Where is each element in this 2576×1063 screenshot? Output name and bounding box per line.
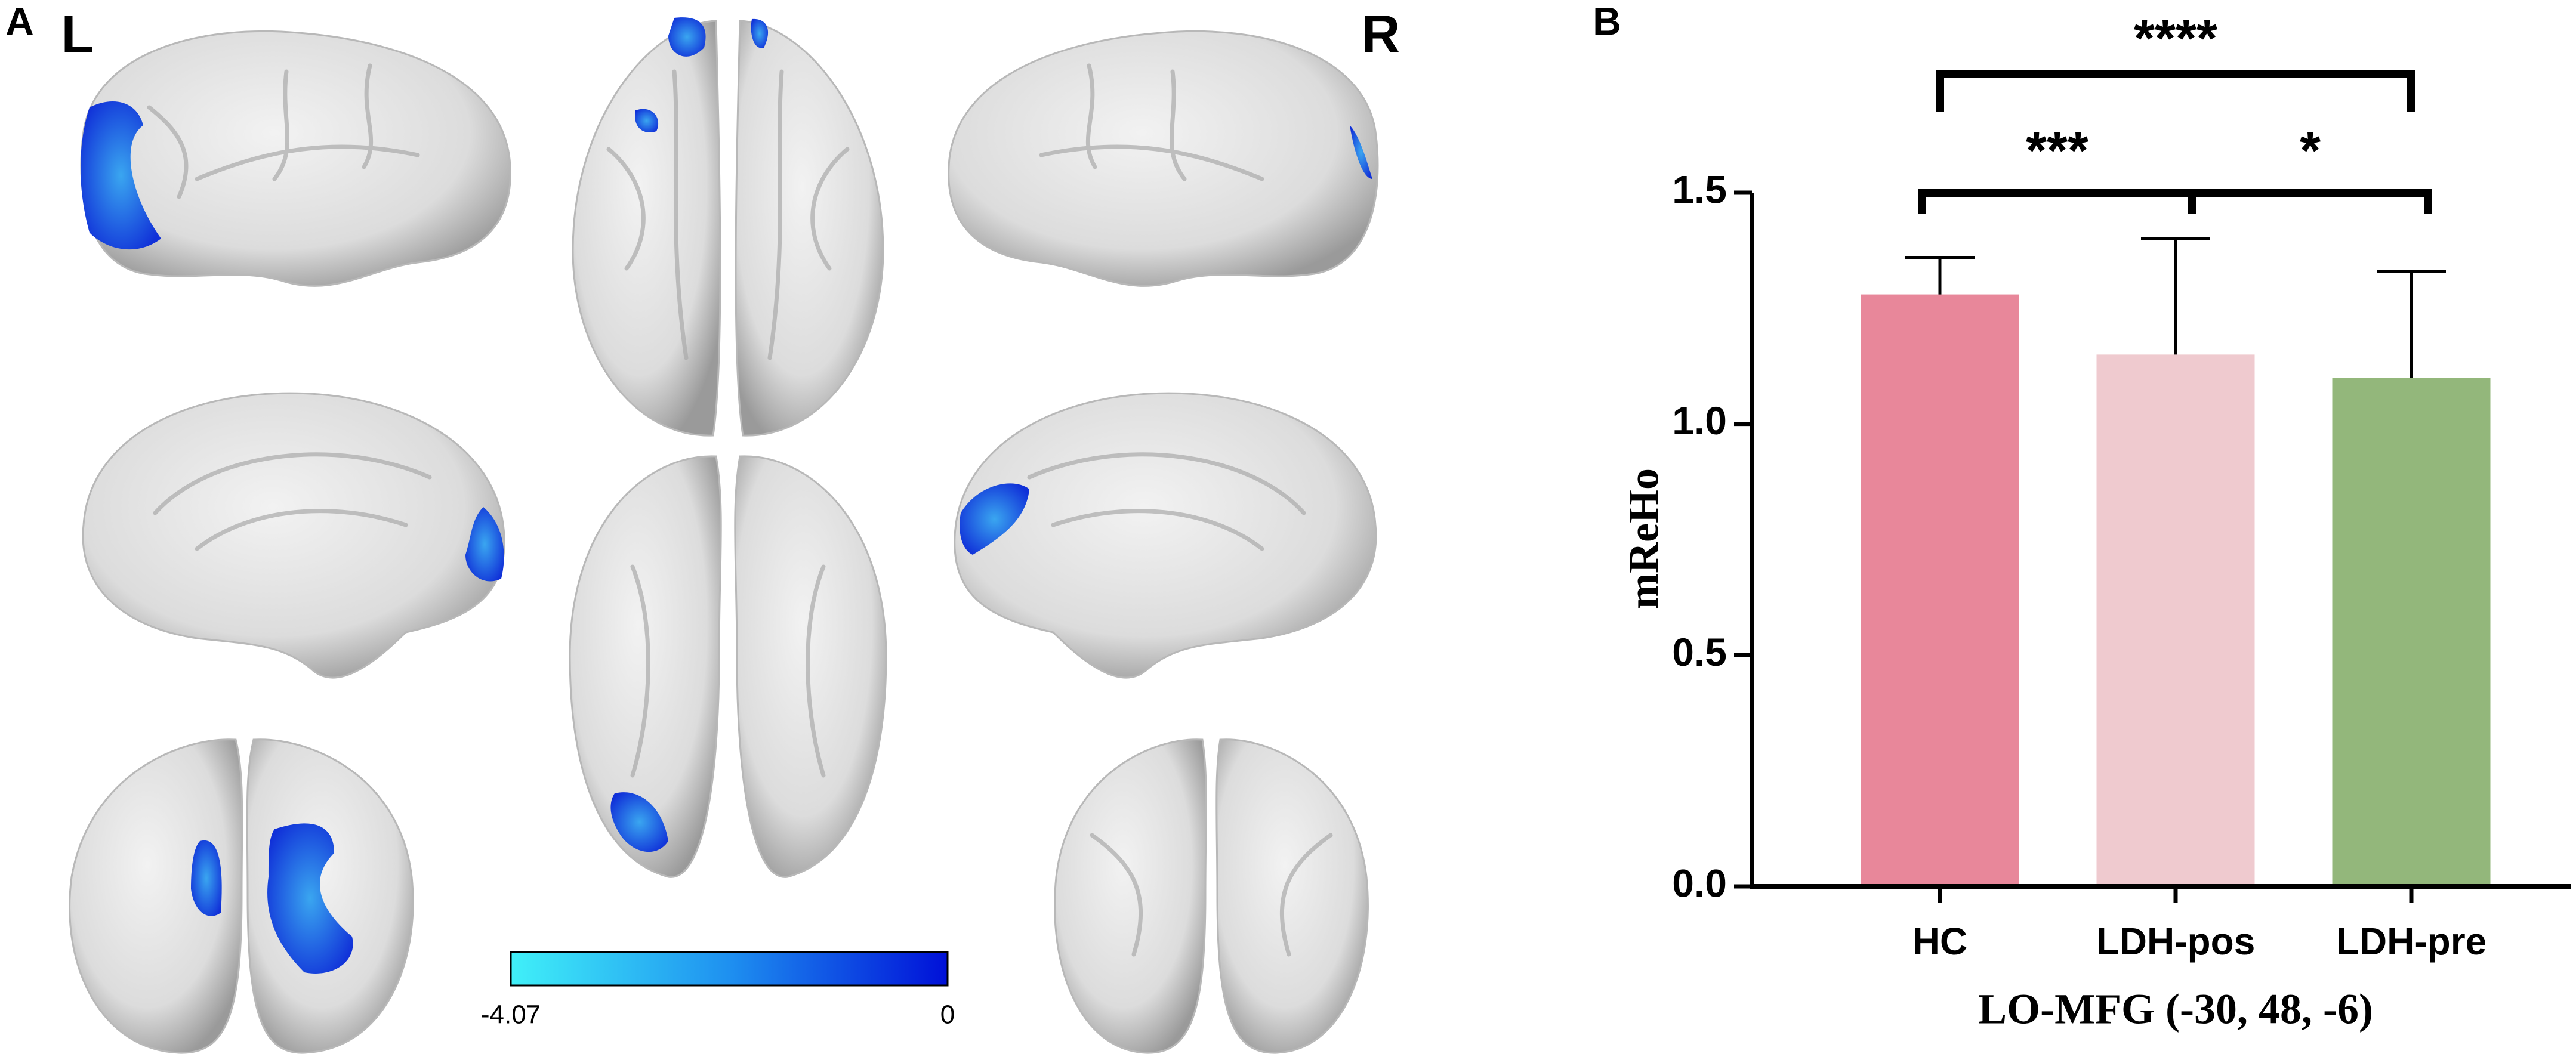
y-tick-label: 0.0 [1672,861,1727,905]
significance-bracket [2188,189,2432,214]
error-bar [2141,237,2210,355]
bar [2096,354,2255,886]
colorbar-label: 0 [940,1000,955,1030]
significance-bracket [1936,70,2415,112]
brain-left-lateral [80,30,511,287]
y-tick-label: 0.5 [1672,630,1727,674]
brain-left-medial [82,392,505,679]
brain-right-lateral [948,30,1379,287]
significance-label: * [2300,121,2321,181]
x-tick-label: LDH-pos [2096,920,2256,963]
panel-label: A [5,0,34,43]
x-tick-label: HC [1912,920,1967,963]
colorbar [510,951,949,987]
brain-anterior [69,738,414,1054]
x-tick-label: LDH-pre [2336,920,2486,963]
brain-superior [572,17,884,437]
error-bar [1905,256,1975,295]
panel-a: A L R [5,0,1400,1054]
hemisphere-label: L [61,5,94,64]
significance-bracket [1918,189,2196,214]
y-axis-label: mReHo [1620,468,1668,609]
error-bar [2377,270,2446,378]
significance-label: **** [2134,9,2217,69]
brain-right-medial [954,392,1377,679]
x-axis-label: LO-MFG (-30, 48, -6) [1978,985,2373,1033]
hemisphere-label: R [1362,5,1400,64]
y-tick-label: 1.5 [1672,167,1727,211]
colorbar-label: -4.07 [481,1000,541,1030]
brain-posterior [1054,738,1369,1054]
y-tick-label: 1.0 [1672,398,1727,443]
brain-inferior [569,455,887,878]
significance-label: *** [2026,121,2088,181]
bar [2332,378,2491,886]
panel-label: B [1593,0,1621,43]
panel-b: B mReHo LO-MFG (-30, 48, -6) HC LDH-pos LD… [1593,0,2571,1033]
bar [1861,294,2019,886]
